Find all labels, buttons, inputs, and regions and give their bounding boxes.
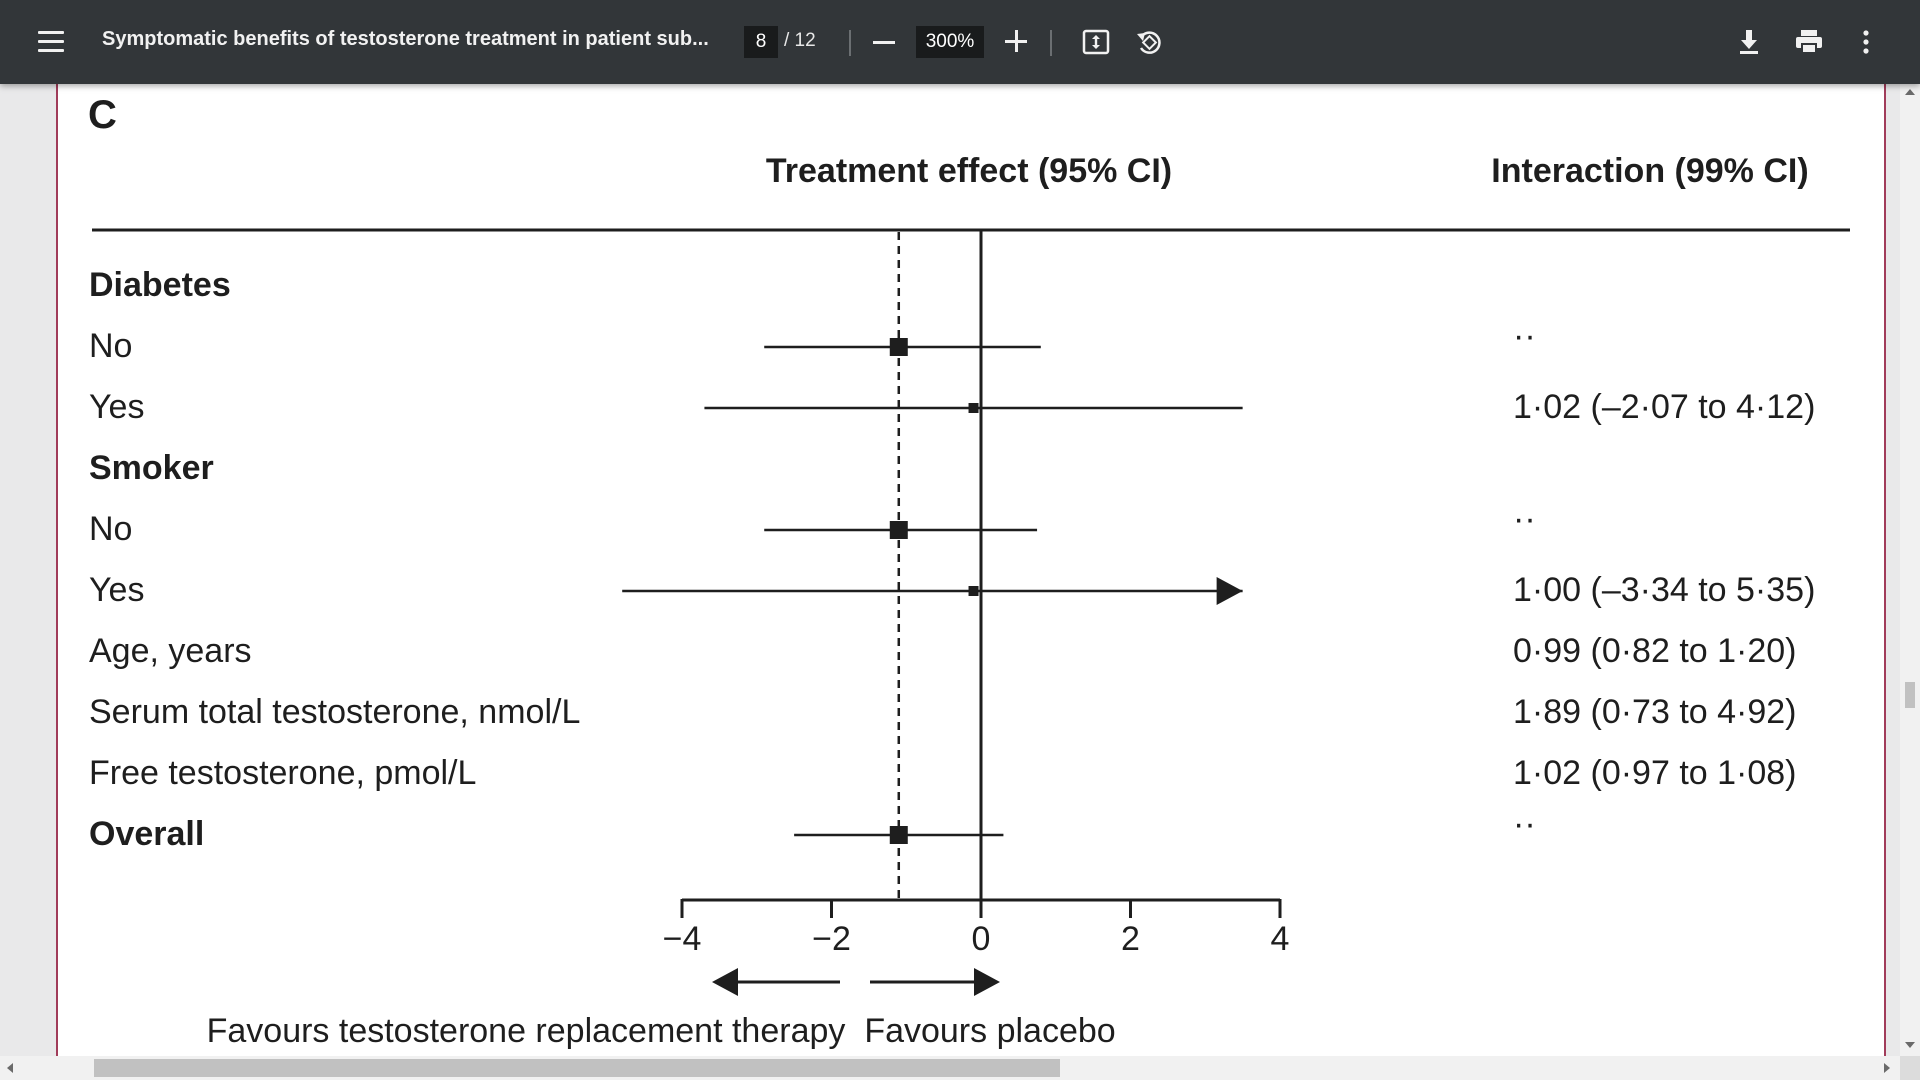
row-label: Free testosterone, pmol/L [89,754,476,792]
row-label: Serum total testosterone, nmol/L [89,693,580,731]
x-tick-label: 4 [1271,920,1290,958]
fit-page-icon[interactable] [1082,29,1110,55]
rotate-icon[interactable] [1134,28,1164,56]
zoom-out-icon[interactable] [873,41,895,44]
ci-arrow-right [1216,577,1243,605]
vertical-scrollbar[interactable] [1900,84,1920,1056]
x-tick-label: 2 [1121,920,1140,958]
zoom-level-input[interactable]: 300% [916,26,984,58]
point-estimate [968,403,979,413]
scroll-up-arrow-icon[interactable] [1905,89,1915,95]
interaction-value: ·· [1513,805,1536,843]
x-tick-label: 0 [972,920,991,958]
x-tick-label: −2 [812,920,851,958]
download-icon[interactable] [1737,28,1761,56]
page-number-input[interactable]: 8 [744,26,778,58]
row-label: Diabetes [89,266,231,304]
forest-plot: C Treatment effect (95% CI) Interaction … [88,93,1850,1050]
interaction-value: 1·00 (–3·34 to 5·35) [1513,571,1815,609]
row-label: Overall [89,815,204,853]
pdf-toolbar: Symptomatic benefits of testosterone tre… [0,0,1920,84]
vertical-scroll-thumb[interactable] [1905,682,1915,708]
horizontal-scrollbar[interactable] [0,1056,1900,1080]
page-total: / 12 [784,30,816,51]
favours-right-label: Favours placebo [864,1012,1115,1050]
interaction-column-header: Interaction (99% CI) [1491,152,1808,190]
interaction-value: 1·02 (0·97 to 1·08) [1513,754,1797,792]
interaction-value: 1·89 (0·73 to 4·92) [1513,693,1797,731]
document-title: Symptomatic benefits of testosterone tre… [102,28,709,50]
row-label: Smoker [89,449,214,487]
scroll-left-arrow-icon[interactable] [7,1063,13,1073]
point-estimate [968,586,979,596]
toolbar-divider [849,30,851,56]
scrollbar-corner [1900,1056,1920,1080]
zoom-in-icon[interactable] [1005,30,1027,52]
row-label: Yes [89,388,144,426]
favours-left-label: Favours testosterone replacement therapy [207,1012,846,1050]
hamburger-menu-icon[interactable] [38,31,64,53]
favours-right-arrow-icon [974,968,1000,996]
scroll-right-arrow-icon[interactable] [1884,1063,1890,1073]
document-viewport[interactable]: C Treatment effect (95% CI) Interaction … [0,84,1900,1056]
row-label: Yes [89,571,144,609]
row-label: No [89,327,132,365]
pdf-page [56,84,1886,1056]
print-icon[interactable] [1794,29,1824,55]
panel-label: C [88,93,117,137]
x-tick-label: −4 [663,920,702,958]
row-label: Age, years [89,632,252,670]
scroll-down-arrow-icon[interactable] [1905,1042,1915,1048]
interaction-value: ·· [1513,500,1536,538]
effect-column-header: Treatment effect (95% CI) [766,152,1172,190]
toolbar-divider [1050,30,1052,56]
row-label: No [89,510,132,548]
horizontal-scroll-thumb[interactable] [94,1059,1060,1077]
interaction-value: ·· [1513,317,1536,355]
favours-left-arrow-icon [712,968,738,996]
interaction-value: 1·02 (–2·07 to 4·12) [1513,388,1815,426]
more-options-icon[interactable] [1862,30,1870,54]
interaction-value: 0·99 (0·82 to 1·20) [1513,632,1797,670]
